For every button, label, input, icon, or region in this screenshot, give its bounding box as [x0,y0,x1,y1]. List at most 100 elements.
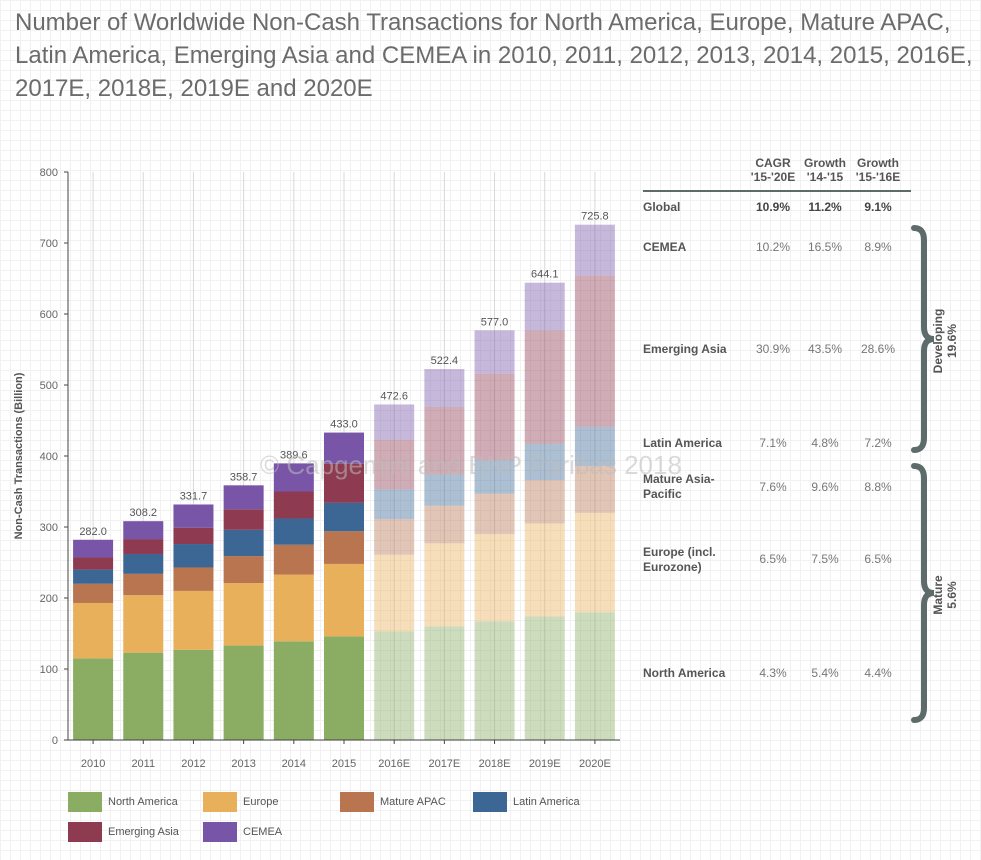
legend-item: Mature APAC [340,792,446,812]
bar-segment-mature-apac [123,573,164,596]
bar-segment-mature-apac [324,531,364,564]
table-cell: 43.5% [807,342,843,356]
table-row-label: CEMEA [643,240,687,254]
bar-segment-mature-apac [574,465,615,513]
bar-segment-europe [374,554,415,632]
bar-segment-cemea [223,485,264,510]
legend-label: North America [108,796,178,808]
bar-segment-north-america [123,652,164,740]
bar-segment-latin-america [474,460,515,494]
x-tick-label: 2020E [579,758,611,770]
bar-segment-emerging-asia [424,407,465,475]
bar-segment-north-america [173,649,214,740]
table-cell: 7.1% [759,436,787,450]
bar-segment-north-america [474,621,515,740]
table-header: CAGR '15-'20E [743,156,803,184]
y-tick-label: 700 [40,238,58,250]
legend-swatch [68,822,102,842]
bar-segment-europe [524,523,565,617]
x-tick-label: 2012 [181,758,205,770]
total-label: 644.1 [531,269,559,281]
x-tick-label: 2013 [231,758,255,770]
bar-segment-cemea [123,521,164,540]
legend-swatch [203,822,237,842]
bar-segment-emerging-asia [223,509,264,530]
bar-segment-emerging-asia [474,373,515,461]
bar-segment-latin-america [123,553,164,574]
bar-segment-latin-america [173,544,214,568]
table-cell: 7.2% [864,436,892,450]
table-cell: 30.9% [755,342,791,356]
legend-item: Europe [203,792,278,812]
y-tick-label: 600 [40,309,58,321]
legend-item: Latin America [473,792,580,812]
header-divider [643,190,911,192]
table-cell: 7.5% [811,552,839,566]
bar-segment-emerging-asia [173,527,214,545]
total-label: 331.7 [180,490,208,502]
bar-segment-cemea [73,539,114,558]
total-label: 308.2 [130,507,158,519]
bar-segment-emerging-asia [123,539,164,554]
bar-segment-emerging-asia [324,463,364,503]
bar-segment-north-america [374,631,415,740]
table-header-line: Growth [804,156,846,170]
y-tick-label: 200 [40,593,58,605]
total-label: 522.4 [431,355,459,367]
x-tick-label: 2019E [529,758,561,770]
table-cell: 5.4% [811,666,839,680]
total-label: 282.0 [79,526,107,538]
bar-segment-mature-apac [524,480,565,524]
bar-segment-cemea [524,282,565,331]
group-label: Developing 19.6% [931,301,961,381]
legend-swatch [473,792,507,812]
bar-segment-europe [123,595,164,653]
bar-segment-cemea [424,369,465,408]
table-row-label: Global [643,200,681,214]
bar-segment-emerging-asia [273,491,314,519]
table-cell: 10.9% [755,200,791,214]
bar-segment-cemea [574,224,615,276]
bar-segment-north-america [424,626,465,740]
legend-label: Latin America [513,796,580,808]
table-row-label: Emerging Asia [643,342,727,356]
bar-segment-mature-apac [273,544,314,575]
bar-segment-latin-america [524,443,565,481]
bar-segment-emerging-asia [374,439,415,490]
legend-swatch [340,792,374,812]
bar-segment-europe [223,583,264,646]
table-header-line: '14-'15 [806,170,844,184]
legend-swatch [68,792,102,812]
table-row-label: Latin America [643,436,722,450]
table-header-line: '15-'20E [750,170,796,184]
bar-segment-emerging-asia [574,275,615,427]
total-label: 472.6 [380,390,408,402]
y-tick-label: 100 [40,664,58,676]
bar-segment-europe [574,512,615,613]
table-cell: 4.4% [864,666,892,680]
table-cell: 7.6% [759,480,787,494]
table-header: Growth '14-'15 [795,156,855,184]
x-tick-label: 2016E [378,758,410,770]
bar-segment-latin-america [73,569,114,584]
bar-segment-cemea [324,432,364,464]
bar-segment-emerging-asia [524,330,565,444]
bar-segment-latin-america [574,426,615,466]
table-cell: 28.6% [860,342,896,356]
x-tick-label: 2010 [81,758,105,770]
bar-segment-europe [424,543,465,627]
legend-label: CEMEA [243,826,283,838]
bar-segment-europe [273,574,314,642]
bar-segment-mature-apac [173,567,214,591]
y-tick-label: 500 [40,380,58,392]
group-value: 19.6% [945,323,959,359]
table-cell: 8.9% [864,240,892,254]
developing-brace [911,225,935,453]
bar-segment-north-america [223,645,264,740]
legend: North America Europe Mature APAC Latin Amer… [68,792,628,852]
bar-segment-north-america [524,616,565,740]
bar-segment-mature-apac [73,583,114,603]
bar-segment-cemea [474,330,515,374]
group-name: Mature [931,575,945,615]
